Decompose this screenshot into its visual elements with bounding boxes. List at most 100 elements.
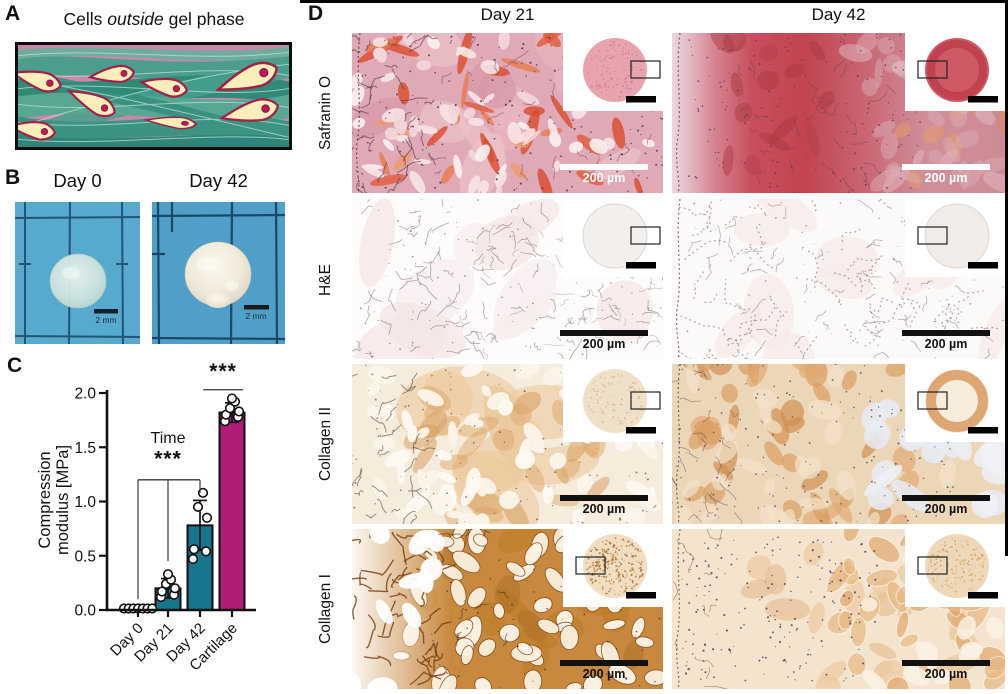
significance-label: Time [151,430,186,447]
inset-scale-bar [626,262,656,269]
histology-safranin-o-day-21: 200 µm [352,33,663,193]
y-axis-label: Compression modulus [MPa] [36,445,72,555]
inset-roi-box [917,60,948,79]
histology-collagen-ii-day-21: 200 µm [352,364,663,524]
data-point-day-42 [188,544,200,555]
data-point-cartilage [226,393,238,404]
panel-a-title: Cells outside gel phase [15,9,293,30]
photo-day42-title: Day 42 [189,170,248,191]
data-point-day-42 [187,553,199,565]
inset-scale-bar [968,262,998,269]
inset-overview-thumbnail [905,199,1005,277]
histology-collagen-ii-day-42: 200 µm [672,364,1005,524]
inset-scale-bar [968,427,998,434]
inset-overview-thumbnail [563,199,663,277]
svg-text:modulus [MPa]: modulus [MPa] [54,445,72,555]
scale-bar [560,660,648,666]
histology-safranin-o-day-42: 200 µm [672,33,1005,193]
inset-overview-thumbnail [905,33,1005,111]
inset-roi-box [630,60,661,79]
inset-overview-thumbnail [563,364,663,442]
panel-a-title-suffix: gel phase [163,9,245,29]
photo-day0-title: Day 0 [53,170,102,191]
scale-bar [902,330,990,336]
inset-scale-bar [626,592,656,599]
inset-roi-box [917,391,948,410]
column-header-day-42: Day 42 [811,5,866,24]
scale-bar-label: 200 µm [583,171,626,185]
svg-text:Compression: Compression [36,451,54,548]
histology-collagen-i-day-21: 200 µm [352,529,663,689]
panel-a-title-italic: outside [107,9,164,29]
data-point-cartilage [233,406,245,417]
scale-bar-label: 200 µm [925,337,968,351]
data-point-day-21 [169,583,181,594]
y-tick-label: 1.5 [74,440,96,457]
inset-overview-thumbnail [563,33,663,111]
y-tick-label: 1.0 [74,494,96,511]
hydrogel-disc-day0 [49,253,107,309]
histology-collagen-i-day-42: 200 µm [672,529,1005,689]
data-point-day-42 [201,512,213,523]
scale-bar-label: 200 µm [583,667,626,681]
inset-scale-bar [626,427,656,434]
scale-bar [902,164,990,170]
data-point-cartilage [224,403,236,414]
data-point-day-21 [156,586,168,597]
inset-roi-box [630,226,661,245]
row-label-collagen-ii: Collagen II [317,406,334,482]
scale-bar [902,660,990,666]
scale-bar [560,164,648,170]
inset-overview-thumbnail [905,364,1005,442]
panel-a-label: A [5,2,21,25]
y-tick-label: 0.5 [74,548,96,565]
inset-roi-box [575,556,606,575]
panel-c-label: C [7,354,23,377]
bar-cartilage [218,411,246,611]
photo-construct-day42: 2 mm [152,202,285,344]
cell-shapes [15,61,280,141]
inset-roi-box [917,226,948,245]
figure-border-top [300,0,1008,3]
photo-construct-day0: 2 mm [15,202,140,344]
data-point-day-21 [162,569,174,580]
scale-bar [560,330,648,336]
histology-h-and-e-day-42: 200 µm [672,199,1005,359]
scale-bar-label: 200 µm [925,502,968,516]
significance-stars: *** [209,360,237,383]
inset-roi-box [917,556,948,575]
scale-bar [560,495,648,501]
cells-outside-gel-illustration [15,42,292,150]
inset-scale-bar [968,592,998,599]
data-point-day-42 [192,501,204,513]
panel-b-label: B [5,166,21,189]
y-tick-label: 0.0 [74,603,96,620]
row-label-collagen-i: Collagen I [317,574,334,644]
histology-h-and-e-day-21: 200 µm [352,199,663,359]
scale-bar-label: 200 µm [583,337,626,351]
photo-scale-label: 2 mm [95,315,116,325]
row-label-h-and-e: H&E [317,264,334,296]
inset-overview-thumbnail [905,529,1005,607]
scale-bar-label: 200 µm [925,171,968,185]
photo-scale-label: 2 mm [245,311,266,321]
photo-scale-bar [244,305,269,310]
data-point-day-42 [200,546,212,557]
data-point-day-0 [147,603,158,614]
figure-border-right [1005,0,1008,556]
y-tick-label: 2.0 [74,386,96,403]
scale-bar-label: 200 µm [925,667,968,681]
column-header-day-21: Day 21 [480,5,535,24]
panel-d-label: D [308,2,324,25]
inset-scale-bar [968,96,998,103]
significance-stars: *** [154,448,182,471]
scale-bar-label: 200 µm [583,502,626,516]
photo-scale-bar [94,309,118,314]
inset-roi-box [630,391,661,410]
data-point-day-42 [197,487,209,498]
inset-scale-bar [626,96,656,103]
scale-bar [902,495,990,501]
panel-a-title-prefix: Cells [63,9,108,29]
